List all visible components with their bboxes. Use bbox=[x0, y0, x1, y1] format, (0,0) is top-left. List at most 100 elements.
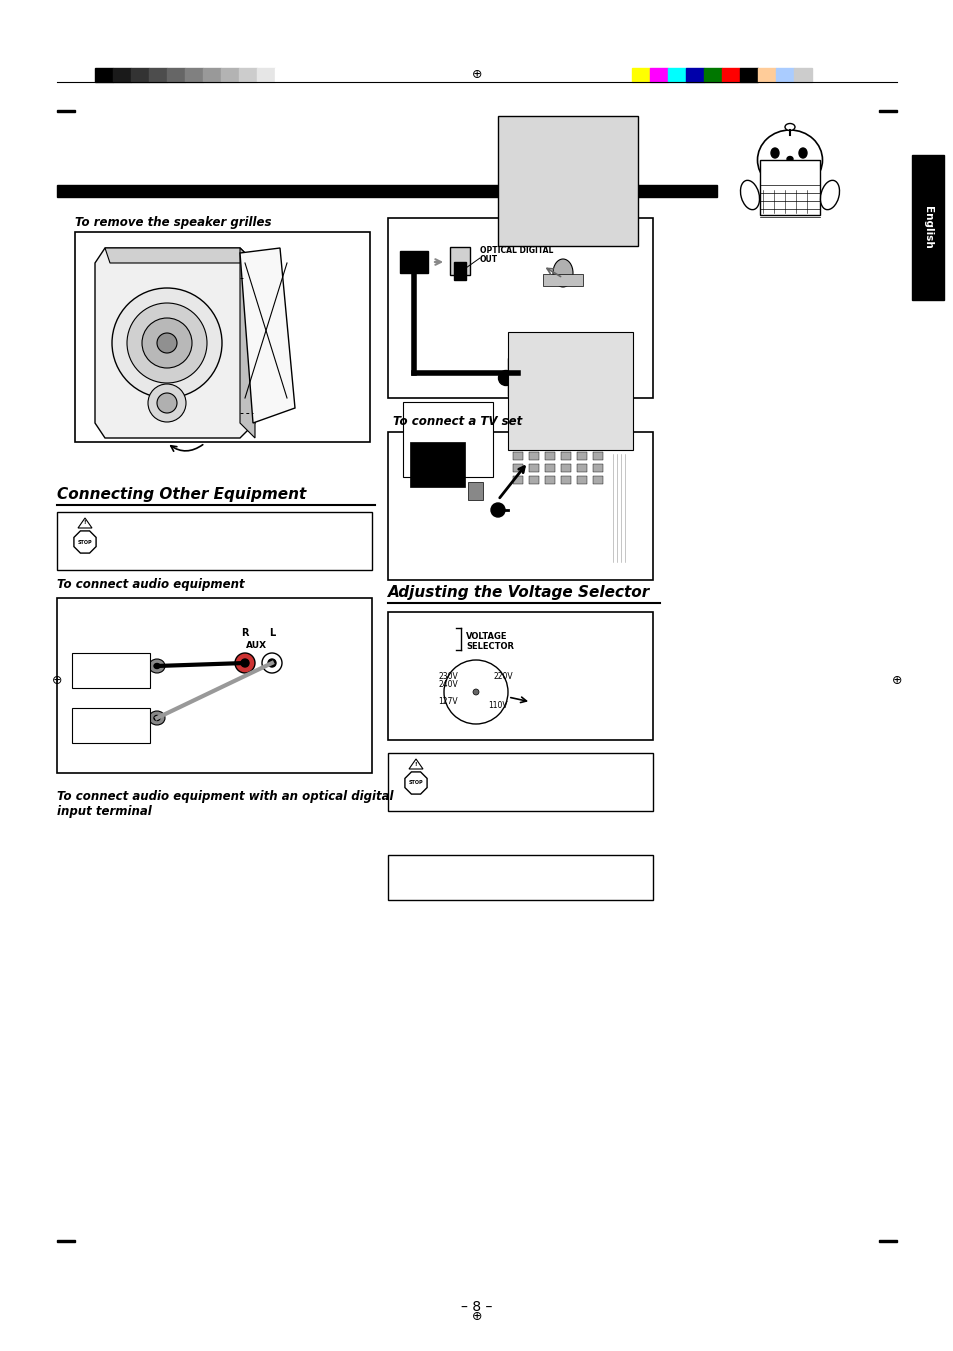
Bar bbox=[57, 185, 717, 197]
Text: To connect audio equipment: To connect audio equipment bbox=[57, 578, 244, 590]
Bar bbox=[740, 68, 758, 82]
Bar bbox=[560, 476, 571, 484]
Ellipse shape bbox=[553, 259, 573, 286]
Bar bbox=[529, 453, 538, 459]
Bar bbox=[529, 463, 538, 471]
Bar bbox=[513, 453, 522, 459]
Bar bbox=[513, 378, 562, 400]
Bar bbox=[274, 68, 293, 82]
Ellipse shape bbox=[157, 393, 177, 413]
Bar bbox=[793, 68, 811, 82]
Ellipse shape bbox=[443, 661, 507, 724]
Ellipse shape bbox=[786, 157, 792, 162]
Text: ⊕: ⊕ bbox=[51, 674, 62, 686]
Bar bbox=[402, 403, 493, 477]
Ellipse shape bbox=[784, 123, 794, 131]
Ellipse shape bbox=[153, 716, 160, 720]
Bar bbox=[75, 232, 370, 442]
Bar bbox=[57, 512, 372, 570]
Bar bbox=[758, 68, 775, 82]
Ellipse shape bbox=[262, 653, 282, 673]
Text: 230V: 230V bbox=[437, 671, 457, 681]
Bar bbox=[468, 482, 482, 500]
Text: – 8 –: – 8 – bbox=[461, 1300, 492, 1315]
Ellipse shape bbox=[234, 653, 254, 673]
Bar bbox=[71, 653, 150, 688]
Bar bbox=[71, 708, 150, 743]
Ellipse shape bbox=[498, 370, 513, 385]
Bar bbox=[95, 68, 112, 82]
Text: ⊕: ⊕ bbox=[471, 1309, 482, 1323]
Bar bbox=[203, 68, 221, 82]
Bar bbox=[560, 453, 571, 459]
Text: 127V: 127V bbox=[438, 697, 457, 707]
Text: 220V: 220V bbox=[494, 671, 513, 681]
Polygon shape bbox=[240, 249, 254, 438]
Text: ⊕: ⊕ bbox=[471, 69, 482, 81]
Bar bbox=[57, 109, 75, 112]
Bar bbox=[513, 476, 522, 484]
Text: SELECTOR: SELECTOR bbox=[465, 642, 514, 651]
Text: AUX: AUX bbox=[246, 640, 267, 650]
Bar bbox=[593, 463, 602, 471]
Bar bbox=[560, 463, 571, 471]
Ellipse shape bbox=[491, 503, 504, 517]
Ellipse shape bbox=[757, 130, 821, 190]
Text: VOLTAGE: VOLTAGE bbox=[465, 632, 507, 640]
Bar bbox=[544, 453, 555, 459]
Bar bbox=[703, 68, 721, 82]
Polygon shape bbox=[409, 759, 422, 769]
Ellipse shape bbox=[740, 180, 759, 209]
Bar bbox=[685, 68, 703, 82]
Text: !: ! bbox=[84, 520, 86, 526]
Bar bbox=[410, 442, 464, 486]
Ellipse shape bbox=[142, 317, 192, 367]
Bar bbox=[497, 116, 638, 246]
Bar bbox=[878, 1240, 896, 1242]
Bar bbox=[542, 274, 582, 286]
Text: Adjusting the Voltage Selector: Adjusting the Voltage Selector bbox=[388, 585, 650, 600]
Polygon shape bbox=[73, 531, 96, 553]
Ellipse shape bbox=[149, 711, 165, 725]
Bar bbox=[507, 332, 633, 450]
Text: To connect a TV set: To connect a TV set bbox=[393, 415, 521, 428]
Text: English: English bbox=[923, 207, 932, 249]
Ellipse shape bbox=[112, 288, 222, 399]
Bar bbox=[388, 218, 652, 399]
Text: To remove the speaker grilles: To remove the speaker grilles bbox=[75, 216, 272, 230]
Text: R: R bbox=[241, 628, 249, 638]
Text: OUT: OUT bbox=[479, 255, 497, 263]
Bar bbox=[593, 476, 602, 484]
Bar bbox=[577, 476, 586, 484]
Bar bbox=[513, 463, 522, 471]
Bar bbox=[450, 247, 470, 276]
Polygon shape bbox=[404, 771, 427, 794]
Bar bbox=[399, 251, 428, 273]
Polygon shape bbox=[78, 517, 91, 528]
Ellipse shape bbox=[241, 659, 249, 667]
Bar bbox=[577, 453, 586, 459]
Bar bbox=[167, 68, 185, 82]
Bar bbox=[649, 68, 667, 82]
Bar bbox=[239, 68, 256, 82]
Ellipse shape bbox=[473, 689, 478, 694]
Ellipse shape bbox=[148, 384, 186, 422]
Ellipse shape bbox=[127, 303, 207, 382]
Bar bbox=[388, 855, 652, 900]
Bar bbox=[112, 68, 131, 82]
Polygon shape bbox=[95, 249, 254, 438]
Bar bbox=[57, 1240, 75, 1242]
Ellipse shape bbox=[157, 332, 177, 353]
Bar bbox=[221, 68, 239, 82]
Bar bbox=[544, 476, 555, 484]
Bar bbox=[667, 68, 685, 82]
Text: OPTICAL DIGITAL: OPTICAL DIGITAL bbox=[479, 246, 553, 255]
Bar bbox=[388, 432, 652, 580]
Bar bbox=[544, 463, 555, 471]
Bar bbox=[388, 612, 652, 740]
Bar bbox=[454, 262, 465, 280]
Ellipse shape bbox=[153, 663, 160, 669]
Bar bbox=[185, 68, 203, 82]
Bar bbox=[131, 68, 149, 82]
Ellipse shape bbox=[268, 659, 275, 667]
